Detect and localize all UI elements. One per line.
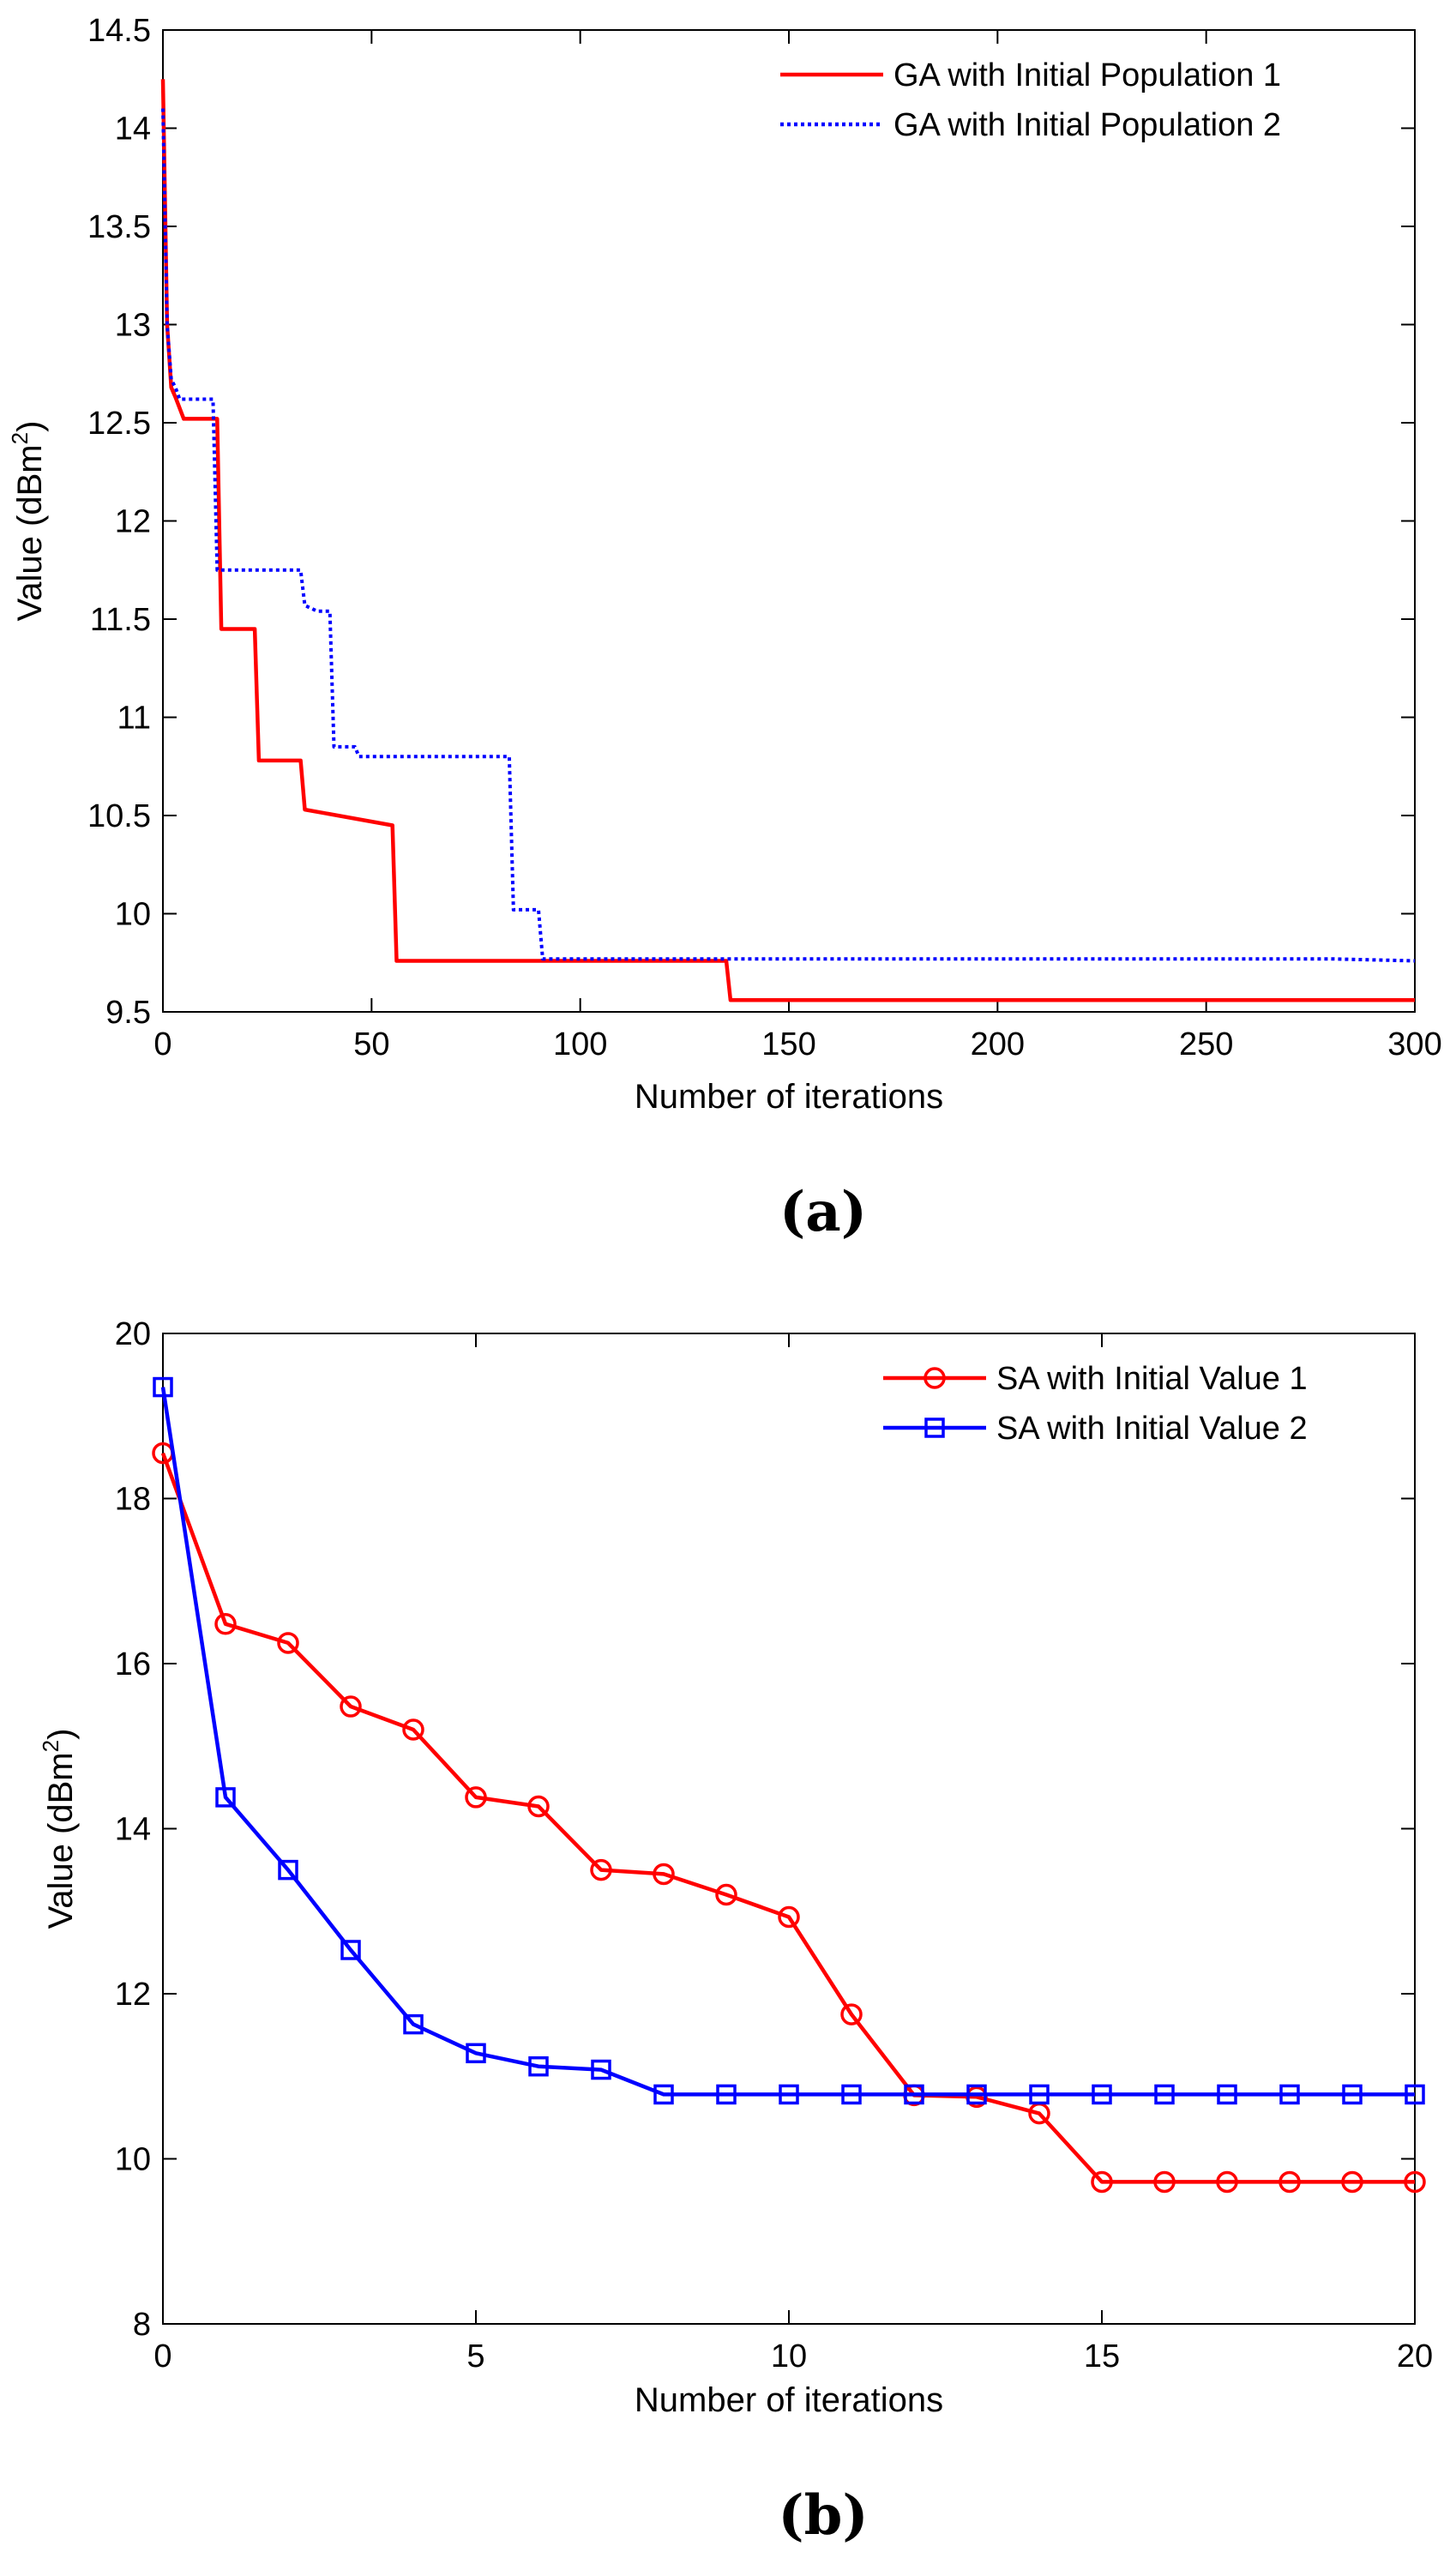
y-tick-label: 11	[117, 701, 151, 737]
data-point-square	[591, 2059, 611, 2080]
legend: SA with Initial Value 1 SA with Initial V…	[866, 1352, 1396, 1462]
data-point-square	[278, 1859, 298, 1881]
data-point-square	[904, 2084, 924, 2105]
x-tick-label: 50	[353, 1026, 389, 1062]
y-tick-label: 10	[115, 897, 151, 933]
data-point-circle	[1153, 2170, 1176, 2194]
data-point-circle	[340, 1695, 362, 1718]
data-point-square	[1154, 2084, 1175, 2105]
legend-marker-circle	[924, 1367, 946, 1389]
y-axis-label-text: Value (dBm	[42, 1752, 80, 1929]
y-tick-label: 11.5	[90, 602, 151, 638]
data-point-square	[340, 1940, 361, 1960]
y-axis-label-close: )	[11, 421, 49, 432]
data-point-circle	[1091, 2170, 1113, 2194]
data-point-circle	[214, 1613, 237, 1635]
y-axis-label: Value (dBm2)	[38, 1729, 80, 1929]
series-line-1	[160, 79, 1415, 1002]
legend-label: SA with Initial Value 1	[996, 1361, 1308, 1397]
legend-box	[763, 49, 1396, 159]
panel-a: 0 50 100 150 200 250 300 9.5 10 10.5 11 11.5 12 12.5 1…	[7, 13, 1442, 1244]
data-point-circle	[715, 1883, 737, 1906]
x-tick-label: 20	[1397, 2338, 1433, 2374]
legend: GA with Initial Population 1 GA with Init…	[763, 49, 1396, 159]
data-point-square	[1279, 2084, 1300, 2105]
data-point-circle	[402, 1718, 424, 1741]
data-point-square	[466, 2043, 486, 2064]
x-tick-label: 300	[1387, 1026, 1441, 1062]
plot-area	[162, 29, 1416, 1013]
data-point-circle	[527, 1795, 550, 1818]
y-tick-label: 12	[115, 504, 151, 540]
x-tick-label: 0	[153, 1026, 171, 1062]
data-point-square	[841, 2084, 862, 2105]
y-axis-label-close: )	[42, 1729, 80, 1740]
x-axis-label: Number of iterations	[635, 2381, 943, 2419]
y-tick-label: 14	[115, 1812, 151, 1848]
y-tick-label: 12	[115, 1977, 151, 2013]
data-point-square	[1405, 2084, 1425, 2105]
panel-caption: (a)	[779, 1180, 867, 1244]
data-point-circle	[465, 1786, 487, 1809]
y-axis-label-superscript: 2	[38, 1740, 63, 1752]
data-point-square	[653, 2084, 674, 2105]
data-point-square	[779, 2084, 799, 2105]
y-tick-label: 18	[115, 1482, 151, 1518]
data-point-circle	[840, 2003, 863, 2025]
legend-label: SA with Initial Value 2	[996, 1411, 1308, 1447]
x-tick-label: 250	[1179, 1026, 1233, 1062]
y-axis-label: Value (dBm2)	[7, 421, 49, 622]
data-point-circle	[277, 1632, 299, 1654]
data-point-circle	[1341, 2170, 1363, 2194]
x-tick-label: 10	[771, 2338, 807, 2374]
x-tick-label: 150	[761, 1026, 815, 1062]
panel-b: 0 5 10 15 20 8 10 12 14 16 18 20 Number of iteration…	[38, 1316, 1433, 2548]
y-tick-label: 14.5	[87, 13, 151, 49]
data-point-square	[403, 2013, 424, 2035]
y-tick-label: 16	[115, 1646, 151, 1682]
data-point-square	[1029, 2084, 1050, 2105]
series-line-1	[160, 1452, 1415, 2184]
y-axis-label-text: Value (dBm	[11, 444, 49, 621]
legend-marker-square	[924, 1417, 945, 1438]
y-tick-label: 10.5	[87, 798, 151, 834]
data-point-circle	[1216, 2170, 1238, 2194]
series-line-2	[161, 108, 1416, 963]
y-tick-label: 20	[115, 1316, 151, 1352]
data-point-square	[716, 2084, 737, 2105]
y-tick-label: 12.5	[87, 406, 151, 442]
legend-label: GA with Initial Population 2	[893, 107, 1281, 143]
y-axis-label-superscript: 2	[7, 432, 33, 444]
data-point-square	[1092, 2084, 1112, 2105]
y-tick-label: 13	[115, 308, 151, 344]
x-tick-label: 200	[971, 1026, 1025, 1062]
x-tick-label: 100	[553, 1026, 607, 1062]
data-point-square	[966, 2084, 987, 2105]
data-point-circle	[778, 1905, 800, 1929]
y-tick-label: 9.5	[105, 995, 151, 1031]
data-point-square	[1217, 2084, 1237, 2105]
data-point-square	[215, 1787, 236, 1808]
x-tick-label: 5	[466, 2338, 484, 2374]
y-tick-label: 8	[133, 2307, 151, 2343]
y-tick-label: 14	[115, 111, 151, 147]
x-tick-label: 0	[153, 2338, 171, 2374]
y-tick-label: 10	[115, 2142, 151, 2178]
x-tick-label: 15	[1084, 2338, 1120, 2374]
x-axis-label: Number of iterations	[635, 1078, 943, 1116]
data-point-circle	[653, 1863, 675, 1886]
data-point-square	[528, 2055, 549, 2077]
panel-caption: (b)	[778, 2483, 868, 2548]
y-tick-label: 13.5	[87, 209, 151, 245]
data-point-square	[153, 1376, 173, 1398]
plot-area	[162, 1333, 1416, 2325]
data-point-circle	[1279, 2170, 1301, 2194]
legend-box	[866, 1352, 1396, 1462]
data-point-square	[1342, 2084, 1363, 2105]
data-point-circle	[590, 1858, 612, 1881]
series-line-2	[160, 1387, 1415, 2097]
data-point-circle	[1404, 2170, 1426, 2194]
legend-label: GA with Initial Population 1	[893, 57, 1281, 93]
